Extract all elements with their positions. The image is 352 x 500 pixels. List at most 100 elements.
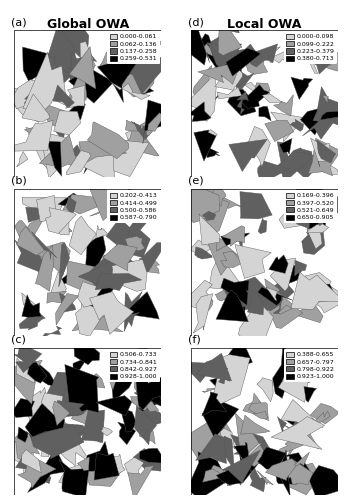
Polygon shape	[84, 143, 111, 174]
Polygon shape	[199, 297, 213, 310]
Polygon shape	[217, 18, 239, 33]
Polygon shape	[131, 396, 156, 410]
Polygon shape	[241, 415, 270, 434]
Polygon shape	[309, 466, 346, 500]
Polygon shape	[271, 275, 294, 298]
Polygon shape	[95, 274, 142, 290]
Polygon shape	[5, 88, 39, 122]
Polygon shape	[29, 80, 43, 102]
Polygon shape	[235, 413, 270, 467]
Polygon shape	[60, 220, 72, 234]
Polygon shape	[209, 377, 226, 388]
Polygon shape	[302, 221, 325, 254]
Polygon shape	[245, 82, 257, 92]
Polygon shape	[59, 242, 70, 287]
Polygon shape	[136, 372, 162, 410]
Polygon shape	[122, 347, 155, 374]
Polygon shape	[287, 44, 298, 57]
Polygon shape	[125, 188, 137, 198]
Polygon shape	[134, 374, 159, 412]
Polygon shape	[58, 18, 97, 62]
Polygon shape	[131, 122, 154, 140]
Polygon shape	[89, 180, 122, 220]
Polygon shape	[86, 228, 106, 268]
Polygon shape	[120, 408, 137, 432]
Polygon shape	[268, 452, 310, 484]
Polygon shape	[96, 396, 132, 416]
Polygon shape	[238, 237, 243, 250]
Polygon shape	[69, 216, 96, 254]
Polygon shape	[193, 66, 212, 98]
Polygon shape	[226, 470, 238, 486]
Polygon shape	[230, 72, 254, 100]
Polygon shape	[240, 192, 272, 219]
Polygon shape	[125, 292, 159, 319]
Polygon shape	[22, 94, 50, 122]
Polygon shape	[18, 427, 28, 442]
Polygon shape	[246, 290, 264, 315]
Polygon shape	[71, 400, 95, 424]
Polygon shape	[17, 226, 44, 256]
Polygon shape	[26, 207, 48, 222]
Polygon shape	[24, 388, 52, 426]
Polygon shape	[269, 255, 288, 274]
Polygon shape	[80, 42, 93, 68]
Polygon shape	[222, 277, 281, 310]
Polygon shape	[308, 138, 341, 176]
Polygon shape	[96, 226, 108, 238]
Polygon shape	[78, 374, 105, 394]
Polygon shape	[123, 19, 164, 45]
Polygon shape	[55, 389, 89, 418]
Polygon shape	[301, 40, 322, 74]
Polygon shape	[271, 50, 288, 63]
Text: Global OWA: Global OWA	[47, 18, 129, 30]
Polygon shape	[77, 282, 102, 308]
Polygon shape	[297, 190, 320, 212]
Polygon shape	[278, 374, 308, 402]
Polygon shape	[229, 139, 267, 172]
Polygon shape	[255, 83, 270, 93]
Polygon shape	[202, 392, 227, 416]
Text: (c): (c)	[11, 335, 26, 345]
Polygon shape	[69, 144, 84, 158]
Text: (a): (a)	[11, 17, 27, 27]
Legend: 0.169-0.396, 0.397-0.520, 0.521-0.649, 0.650-0.905: 0.169-0.396, 0.397-0.520, 0.521-0.649, 0…	[284, 190, 337, 223]
Polygon shape	[280, 463, 331, 495]
Polygon shape	[295, 260, 307, 276]
Polygon shape	[57, 423, 88, 440]
Polygon shape	[292, 410, 307, 429]
Polygon shape	[290, 120, 304, 132]
Polygon shape	[195, 247, 212, 259]
Polygon shape	[277, 416, 287, 435]
Polygon shape	[80, 52, 95, 68]
Polygon shape	[41, 393, 63, 418]
Polygon shape	[22, 362, 47, 383]
Polygon shape	[27, 470, 51, 484]
Polygon shape	[307, 198, 324, 210]
Polygon shape	[265, 120, 294, 142]
Polygon shape	[220, 198, 244, 208]
Polygon shape	[277, 270, 282, 281]
Polygon shape	[88, 299, 102, 318]
Polygon shape	[227, 89, 256, 116]
Polygon shape	[241, 84, 270, 108]
Polygon shape	[47, 292, 67, 303]
Polygon shape	[198, 34, 211, 52]
Polygon shape	[182, 280, 213, 308]
Legend: 0.000-0.098, 0.099-0.222, 0.223-0.379, 0.380-0.713: 0.000-0.098, 0.099-0.222, 0.223-0.379, 0…	[284, 31, 337, 64]
Polygon shape	[123, 41, 168, 94]
Polygon shape	[65, 52, 89, 84]
Polygon shape	[15, 454, 31, 471]
Polygon shape	[249, 402, 269, 420]
Polygon shape	[69, 60, 114, 103]
Polygon shape	[44, 419, 91, 466]
Polygon shape	[53, 401, 70, 425]
Polygon shape	[308, 286, 350, 313]
Polygon shape	[243, 394, 262, 415]
Polygon shape	[74, 340, 100, 365]
Polygon shape	[139, 448, 169, 468]
Polygon shape	[65, 37, 80, 51]
Polygon shape	[216, 290, 249, 322]
Polygon shape	[36, 245, 54, 292]
Polygon shape	[222, 226, 245, 246]
